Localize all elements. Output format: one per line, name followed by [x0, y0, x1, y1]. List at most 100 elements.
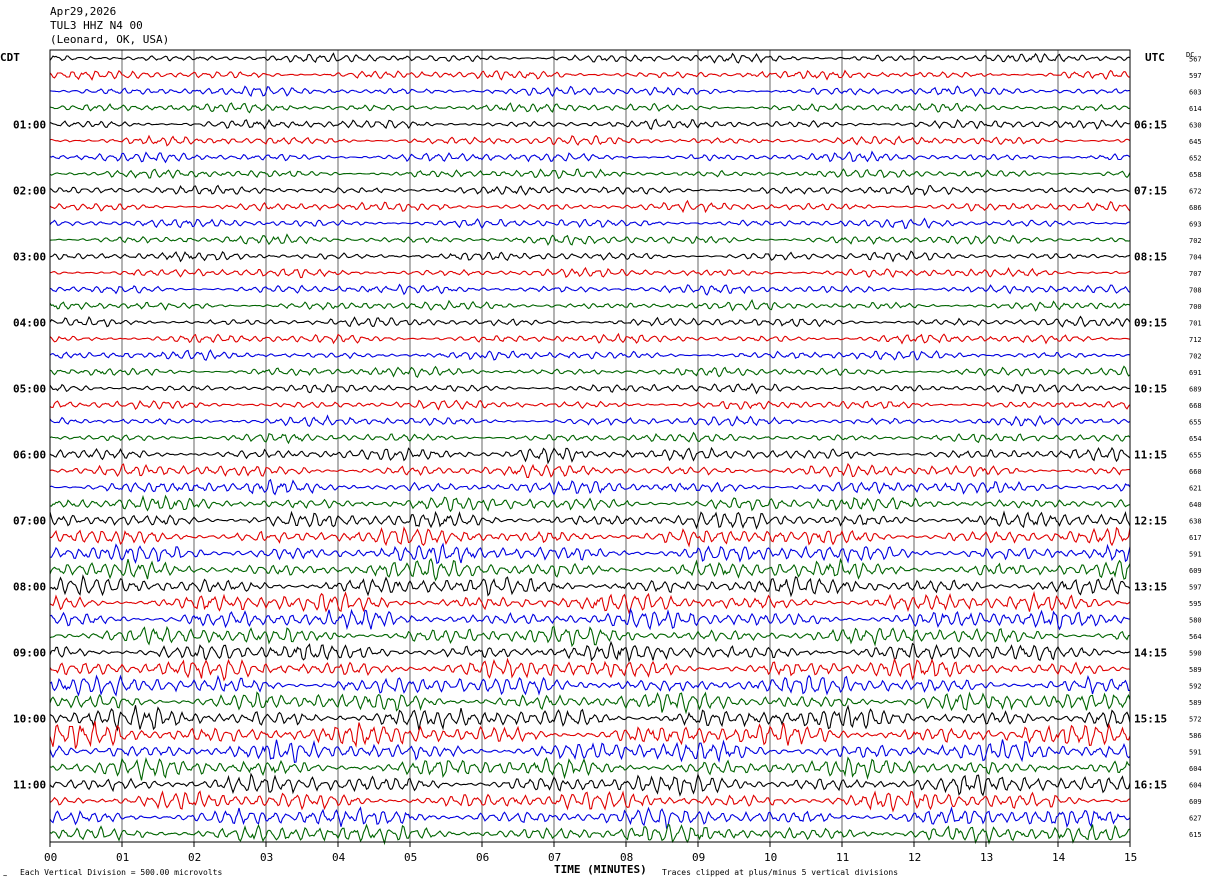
- trace-line: [49, 283, 1131, 296]
- trace-line: [49, 85, 1130, 98]
- dc-offset-label: 564: [1189, 633, 1202, 641]
- dc-offset-label: 707: [1189, 270, 1202, 278]
- grid-lines: [49, 50, 1131, 847]
- dc-offset-label: 652: [1189, 154, 1202, 162]
- x-tick-label: 06: [476, 851, 489, 864]
- right-hour-label: 08:15: [1134, 250, 1167, 263]
- dc-offset-label: 580: [1189, 616, 1202, 624]
- trace-line: [49, 150, 1131, 164]
- x-tick-label: 04: [332, 851, 346, 864]
- dc-offset-label: 609: [1189, 798, 1202, 806]
- trace-line: [49, 478, 1131, 496]
- trace-line: [50, 542, 1131, 565]
- dc-offset-label: 702: [1189, 237, 1202, 245]
- left-hour-label: 09:00: [13, 646, 46, 659]
- right-hour-label: 07:15: [1134, 184, 1167, 197]
- trace-line: [49, 772, 1131, 797]
- scale-note: Each Vertical Division = 500.00 microvol…: [20, 868, 222, 877]
- x-tick-label: 00: [44, 851, 57, 864]
- clip-note: Traces clipped at plus/minus 5 vertical …: [662, 868, 898, 877]
- header-date: Apr29,2026: [50, 5, 117, 18]
- trace-line: [49, 414, 1131, 428]
- trace-line: [49, 590, 1131, 615]
- trace-line: [49, 199, 1131, 214]
- x-tick-label: 02: [188, 851, 201, 864]
- trace-line: [49, 721, 1131, 749]
- dc-offset-label: 691: [1189, 369, 1202, 377]
- dc-offset-label: 586: [1189, 732, 1202, 740]
- trace-line: [49, 625, 1131, 648]
- trace-line: [49, 250, 1131, 263]
- x-tick-label: 08: [620, 851, 633, 864]
- left-hour-label: 04:00: [13, 316, 46, 329]
- trace-line: [49, 431, 1131, 445]
- trace-line: [49, 266, 1131, 279]
- x-tick-label: 09: [692, 851, 705, 864]
- right-hour-label: 16:15: [1134, 778, 1167, 791]
- dc-offset-label: 701: [1189, 319, 1202, 327]
- trace-line: [49, 217, 1131, 230]
- dc-offset-label: 614: [1189, 105, 1202, 113]
- dc-offset-label: 621: [1189, 484, 1202, 492]
- trace-line: [49, 332, 1131, 345]
- trace-line: [49, 69, 1131, 81]
- dc-offset-label: 672: [1189, 187, 1202, 195]
- trace-line: [49, 790, 1131, 813]
- trace-line: [49, 365, 1131, 379]
- x-tick-label: 01: [116, 851, 129, 864]
- left-hour-label: 01:00: [13, 118, 46, 131]
- right-hour-label: 12:15: [1134, 514, 1167, 527]
- dc-offset-label: 597: [1189, 72, 1202, 80]
- trace-line: [49, 168, 1131, 180]
- trace-line: [49, 704, 1131, 732]
- trace-line: [49, 691, 1131, 715]
- dc-offset-label: 693: [1189, 220, 1202, 228]
- trace-line: [49, 299, 1131, 312]
- trace-group: [49, 52, 1131, 846]
- left-hour-label: 06:00: [13, 448, 46, 461]
- dc-offset-label: 591: [1189, 748, 1202, 756]
- dc-offset-label: 686: [1189, 204, 1202, 212]
- dc-offset-label: 708: [1189, 286, 1202, 294]
- trace-line: [49, 756, 1131, 781]
- dc-offset-label: 689: [1189, 385, 1202, 393]
- dc-offset-label: 654: [1189, 435, 1202, 443]
- dc-offset-label: 658: [1189, 171, 1202, 179]
- left-hour-label: 08:00: [13, 580, 46, 593]
- dc-offset-label: 627: [1189, 814, 1202, 822]
- dc-offset-label: 660: [1189, 468, 1202, 476]
- x-tick-label: 11: [836, 851, 849, 864]
- right-hour-label: 13:15: [1134, 580, 1167, 593]
- trace-line: [49, 102, 1131, 114]
- trace-line: [49, 134, 1131, 147]
- dc-offset-label: 630: [1189, 121, 1202, 129]
- trace-line: [49, 382, 1131, 395]
- left-hour-label: 11:00: [13, 778, 46, 791]
- trace-line: [49, 349, 1131, 361]
- trace-line: [49, 526, 1131, 548]
- dc-offset-label: 590: [1189, 649, 1202, 657]
- left-hour-label: 07:00: [13, 514, 46, 527]
- dc-offset-label: 592: [1189, 682, 1202, 690]
- right-hour-label: 09:15: [1134, 316, 1167, 329]
- trace-line: [49, 657, 1131, 682]
- dc-offset-label: 655: [1189, 451, 1202, 459]
- right-hour-label: 15:15: [1134, 712, 1167, 725]
- dc-offset-label: 655: [1189, 418, 1202, 426]
- trace-line: [49, 184, 1131, 196]
- x-tick-label: 05: [404, 851, 417, 864]
- dc-offset-label: 603: [1189, 88, 1202, 96]
- x-axis-label: TIME (MINUTES): [554, 863, 647, 876]
- x-tick-label: 03: [260, 851, 273, 864]
- trace-line: [49, 806, 1131, 829]
- trace-line: [49, 446, 1131, 465]
- header-station: TUL3 HHZ N4 00: [50, 19, 143, 32]
- x-tick-label: 12: [908, 851, 921, 864]
- left-timezone-label: CDT: [0, 51, 20, 64]
- dc-offset-label: 712: [1189, 336, 1202, 344]
- right-hour-label: 11:15: [1134, 448, 1167, 461]
- trace-line: [49, 640, 1131, 664]
- trace-line: [49, 674, 1130, 697]
- trace-line: [49, 607, 1131, 631]
